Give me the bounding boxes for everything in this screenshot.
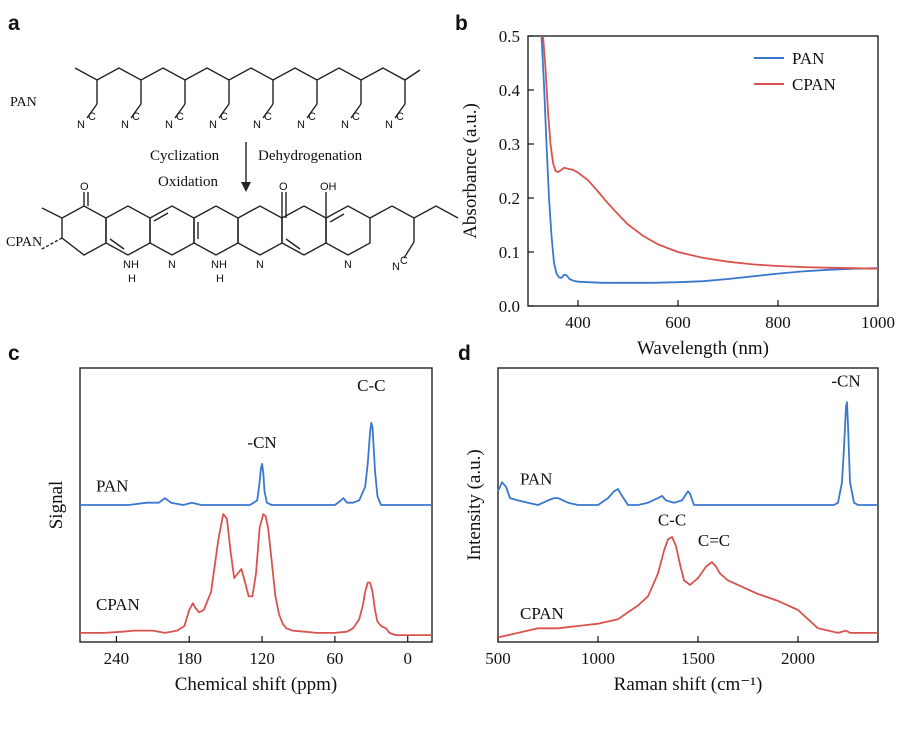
series-label-pan: PAN	[96, 476, 128, 495]
pan-nitrile-n: N	[165, 119, 173, 131]
atom-n-2: N	[256, 259, 264, 271]
y-tick-label: 0.2	[499, 189, 520, 208]
pan-nitrile-c: C	[132, 111, 140, 123]
cpan-nitrile-c: C	[400, 255, 408, 267]
x-tick-label: 400	[565, 313, 591, 332]
x-axis-label: Chemical shift (ppm)	[175, 674, 338, 695]
pan-nitrile-triple	[86, 103, 98, 119]
uv-vis-chart: 400 600 800 1000 0.0 0.1 0.2 0.3 0.4 0.5 Wavelengt…	[460, 27, 895, 359]
series-label-pan: PAN	[520, 469, 552, 488]
y-axis-label: Intensity (a.u.)	[464, 449, 485, 560]
x-tick-label: 240	[104, 649, 130, 668]
peak-annotation: -CN	[831, 371, 860, 390]
pan-nitrile-triple	[174, 103, 186, 119]
y-tick-label: 0.0	[499, 297, 520, 316]
cpan-ladder	[39, 192, 459, 259]
x-tick-label: 600	[665, 313, 691, 332]
atom-o-2: O	[279, 181, 288, 193]
series-line-cpan	[542, 35, 879, 270]
pan-nitrile-n: N	[253, 119, 261, 131]
raman-chart: 500 1000 1500 2000 Raman shift (cm⁻¹) Intensi…	[464, 367, 879, 695]
panel-d-label: d	[458, 342, 471, 365]
y-axis-label: Signal	[46, 481, 67, 530]
cpan-nitrile-n: N	[392, 261, 400, 273]
peak-annotation: C-C	[357, 376, 385, 395]
x-tick-label: 120	[249, 649, 275, 668]
panel-b-label: b	[455, 12, 468, 35]
pan-nitrile-triple	[350, 103, 362, 119]
panel-c-label: c	[8, 342, 20, 365]
step-oxidation: Oxidation	[158, 174, 218, 190]
peak-annotation: C-C	[658, 511, 686, 530]
y-tick-label: 0.5	[499, 27, 520, 46]
pan-nitrile-triple	[394, 103, 406, 119]
pan-structure-label: PAN	[10, 95, 37, 110]
cpan-structure-label: CPAN	[6, 235, 42, 250]
peak-annotation: -CN	[247, 433, 276, 452]
series-line-pan	[540, 35, 879, 284]
pan-nitrile-n: N	[385, 119, 393, 131]
reaction-arrowhead	[241, 182, 251, 192]
pan-nitrile-triple	[218, 103, 230, 119]
plot-frame	[527, 35, 879, 307]
series-label-cpan: CPAN	[96, 595, 140, 614]
series-line-pan	[497, 401, 878, 506]
x-tick-label: 0	[403, 649, 412, 668]
x-tick-label: 800	[765, 313, 791, 332]
atom-h-2: H	[216, 273, 224, 285]
y-axis-label: Absorbance (a.u.)	[460, 103, 481, 239]
pan-nitrile-c: C	[264, 111, 272, 123]
legend-label-cpan: CPAN	[792, 75, 836, 94]
atom-o-1: O	[80, 181, 89, 193]
y-tick-label: 0.3	[499, 135, 520, 154]
y-tick-label: 0.1	[499, 243, 520, 262]
legend-label-pan: PAN	[792, 49, 824, 68]
y-tick-label: 0.4	[499, 81, 521, 100]
atom-nh-1: NH	[123, 259, 139, 271]
x-tick-label: 60	[326, 649, 343, 668]
atom-nh-2: NH	[211, 259, 227, 271]
x-tick-label: 180	[176, 649, 202, 668]
pan-backbone	[74, 67, 421, 81]
x-tick-label: 2000	[781, 649, 815, 668]
pan-nitrile-n: N	[121, 119, 129, 131]
pan-nitrile-c: C	[176, 111, 184, 123]
pan-nitrile-triple	[306, 103, 318, 119]
pan-nitrile-c: C	[88, 111, 96, 123]
peak-annotation: C=C	[698, 531, 730, 550]
pan-nitrile-triple	[130, 103, 142, 119]
step-dehydrogenation: Dehydrogenation	[258, 148, 363, 164]
pan-nitrile-n: N	[297, 119, 305, 131]
x-tick-label: 1500	[681, 649, 715, 668]
step-cyclization: Cyclization	[150, 148, 220, 164]
panel-a-label: a	[8, 12, 20, 35]
nmr-chart: 240 180 120 60 0 Chemical shift (ppm) Signal -C…	[46, 367, 433, 695]
series-line-cpan	[80, 513, 432, 636]
series-label-cpan: CPAN	[520, 604, 564, 623]
x-tick-label: 500	[485, 649, 511, 668]
pan-nitrile-c: C	[308, 111, 316, 123]
x-tick-label: 1000	[581, 649, 615, 668]
atom-oh: OH	[320, 181, 337, 193]
pan-nitrile-n: N	[209, 119, 217, 131]
atom-n-1: N	[168, 259, 176, 271]
pan-nitrile-c: C	[396, 111, 404, 123]
atom-h-1: H	[128, 273, 136, 285]
atom-n-3: N	[344, 259, 352, 271]
pan-nitrile-c: C	[220, 111, 228, 123]
x-axis-label: Raman shift (cm⁻¹)	[614, 674, 763, 695]
x-axis-label: Wavelength (nm)	[637, 338, 769, 359]
x-tick-label: 1000	[861, 313, 895, 332]
pan-nitrile-triple	[262, 103, 274, 119]
pan-nitrile-n: N	[341, 119, 349, 131]
series-line-pan	[80, 421, 432, 506]
pan-nitrile-n: N	[77, 119, 85, 131]
series-line-cpan	[497, 536, 878, 639]
pan-nitrile-c: C	[352, 111, 360, 123]
